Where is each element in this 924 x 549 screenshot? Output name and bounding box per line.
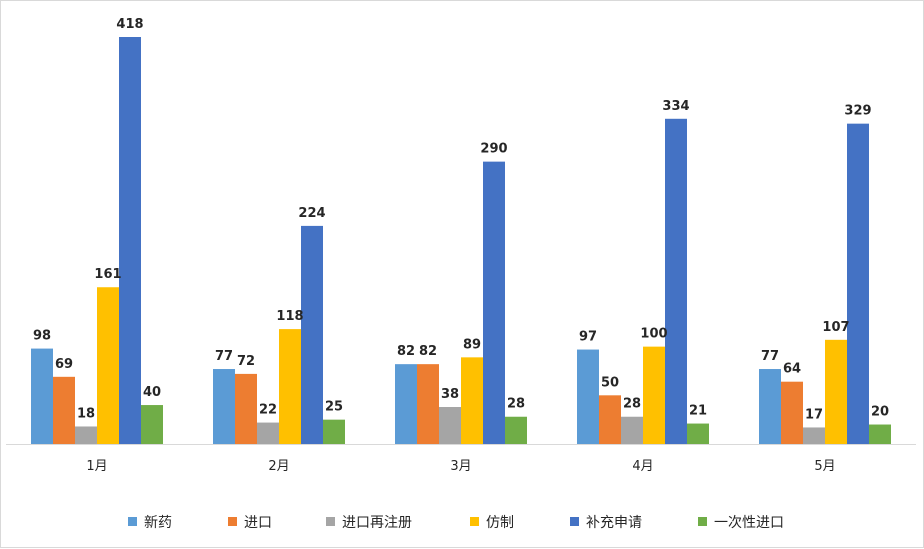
data-label-4-2: 50: [601, 375, 619, 390]
data-label-1-4: 161: [94, 267, 121, 282]
data-label-4-3: 28: [623, 397, 641, 412]
bar-5-2: [781, 381, 803, 444]
x-tick-label: 1月: [86, 459, 107, 474]
legend-swatch-3: [326, 517, 335, 526]
bar-2-4: [279, 329, 301, 444]
x-tick-label: 3月: [450, 459, 471, 474]
bar-5-6: [869, 424, 891, 444]
bar-2-1: [213, 369, 235, 444]
bar-1-2: [53, 376, 75, 444]
data-label-1-6: 40: [143, 385, 161, 400]
x-tick-label: 5月: [814, 459, 835, 474]
bar-4-1: [577, 349, 599, 444]
data-label-2-3: 22: [259, 403, 277, 418]
legend-swatch-2: [228, 517, 237, 526]
legend-label-3: 进口再注册: [342, 515, 412, 531]
bar-1-4: [97, 287, 119, 444]
data-label-2-1: 77: [215, 349, 233, 364]
bar-5-3: [803, 427, 825, 444]
x-tick-labels: 1月 2月 3月 4月 5月: [86, 459, 835, 474]
data-label-3-5: 290: [480, 142, 507, 157]
data-label-5-6: 20: [871, 405, 889, 420]
bar-5-4: [825, 339, 847, 444]
legend-swatch-4: [470, 517, 479, 526]
bar-2-3: [257, 422, 279, 444]
data-label-5-5: 329: [844, 104, 871, 119]
data-label-3-4: 89: [463, 337, 481, 352]
data-label-1-3: 18: [77, 406, 95, 421]
bar-3-1: [395, 364, 417, 444]
legend-label-4: 仿制: [486, 515, 514, 531]
bar-2-5: [301, 225, 323, 444]
bar-2-6: [323, 419, 345, 444]
legend-swatch-5: [570, 517, 579, 526]
data-label-4-1: 97: [579, 330, 597, 345]
bar-3-3: [439, 407, 461, 444]
data-label-5-3: 17: [805, 407, 823, 422]
bar-1-5: [119, 37, 141, 444]
x-tick-label: 2月: [268, 459, 289, 474]
data-label-1-2: 69: [55, 357, 73, 372]
bar-3-6: [505, 416, 527, 444]
bar-1-6: [141, 405, 163, 444]
bar-2-2: [235, 373, 257, 444]
data-label-1-1: 98: [33, 329, 51, 344]
data-label-2-5: 224: [298, 206, 325, 221]
legend: 新药 进口 进口再注册 仿制 补充申请 一次性进口: [128, 515, 784, 531]
legend-label-1: 新药: [144, 515, 172, 531]
legend-swatch-1: [128, 517, 137, 526]
legend-label-5: 补充申请: [586, 515, 642, 531]
data-label-3-3: 38: [441, 387, 459, 402]
bar-3-5: [483, 161, 505, 444]
bar-4-6: [687, 423, 709, 444]
bar-4-2: [599, 395, 621, 444]
data-label-2-4: 118: [276, 309, 303, 324]
bar-4-5: [665, 118, 687, 444]
legend-swatch-6: [698, 517, 707, 526]
bar-3-2: [417, 364, 439, 444]
value-labels-layer: 98 69 18 161 418 40 77 72 22 118 224 25 82 82 38 89 290 2…: [33, 17, 889, 422]
bars-layer: [31, 37, 891, 444]
bar-1-3: [75, 426, 97, 444]
data-label-4-5: 334: [662, 99, 689, 114]
data-label-3-2: 82: [419, 344, 437, 359]
x-tick-label: 4月: [632, 459, 653, 474]
bar-1-1: [31, 348, 53, 444]
data-label-4-4: 100: [640, 327, 667, 342]
data-label-2-6: 25: [325, 400, 343, 415]
data-label-3-1: 82: [397, 344, 415, 359]
data-label-4-6: 21: [689, 404, 707, 419]
data-label-5-2: 64: [783, 362, 801, 377]
data-label-5-1: 77: [761, 349, 779, 364]
data-label-5-4: 107: [822, 320, 849, 335]
legend-label-2: 进口: [244, 515, 272, 531]
bar-4-4: [643, 346, 665, 444]
bar-4-3: [621, 416, 643, 444]
data-label-1-5: 418: [116, 17, 143, 32]
bar-5-5: [847, 123, 869, 444]
legend-label-6: 一次性进口: [714, 515, 784, 531]
bar-5-1: [759, 369, 781, 444]
data-label-2-2: 72: [237, 354, 255, 369]
data-label-3-6: 28: [507, 397, 525, 412]
bar-3-4: [461, 357, 483, 444]
